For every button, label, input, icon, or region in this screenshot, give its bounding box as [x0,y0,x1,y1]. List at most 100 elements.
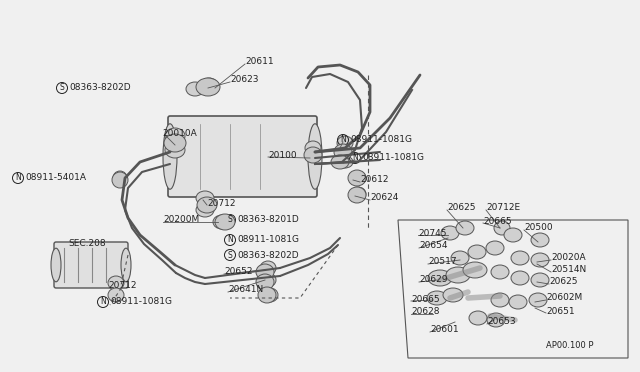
Ellipse shape [350,171,366,185]
Ellipse shape [350,187,366,201]
Ellipse shape [441,226,459,240]
Text: AP00.100 P: AP00.100 P [546,340,593,350]
Ellipse shape [121,248,131,282]
Text: 20712: 20712 [207,199,236,208]
Text: 20641N: 20641N [228,285,263,295]
Ellipse shape [463,262,487,278]
Ellipse shape [201,78,217,90]
Ellipse shape [428,270,452,286]
Ellipse shape [215,214,235,230]
Text: 20500: 20500 [524,224,552,232]
Text: 08363-8202D: 08363-8202D [237,250,299,260]
Ellipse shape [258,287,276,303]
Ellipse shape [531,253,549,267]
Ellipse shape [113,171,127,185]
Text: 20628: 20628 [411,308,440,317]
Ellipse shape [491,265,509,279]
Ellipse shape [262,288,278,302]
Text: 08911-5401A: 08911-5401A [25,173,86,183]
Text: 20625: 20625 [549,278,577,286]
Ellipse shape [51,248,61,282]
Text: 20665: 20665 [483,217,511,225]
Text: 20100: 20100 [268,151,296,160]
Ellipse shape [196,191,214,205]
Ellipse shape [108,288,124,302]
Ellipse shape [348,187,366,203]
Ellipse shape [468,245,486,259]
Text: 08363-8201D: 08363-8201D [237,215,299,224]
Text: 20010A: 20010A [162,128,196,138]
Ellipse shape [331,155,349,169]
Ellipse shape [511,251,529,265]
Ellipse shape [186,82,204,96]
Text: 08911-1081G: 08911-1081G [350,135,412,144]
Ellipse shape [196,78,220,96]
Text: 20665: 20665 [411,295,440,304]
Ellipse shape [446,267,470,283]
Text: N: N [352,154,358,163]
Text: S: S [228,250,232,260]
Text: 20745: 20745 [418,228,447,237]
Ellipse shape [531,273,549,287]
Ellipse shape [469,311,487,325]
Ellipse shape [256,264,274,280]
Text: 08911-1081G: 08911-1081G [110,298,172,307]
Ellipse shape [165,128,185,144]
Text: N: N [227,235,233,244]
Ellipse shape [163,124,177,189]
Ellipse shape [529,293,547,307]
Text: 20623: 20623 [230,76,259,84]
Text: S: S [60,83,65,93]
Ellipse shape [504,228,522,242]
Ellipse shape [304,147,322,163]
Ellipse shape [108,276,124,290]
Ellipse shape [443,288,463,302]
Text: 20652: 20652 [224,267,253,276]
Text: 20653: 20653 [487,317,516,327]
Text: S: S [228,215,232,224]
Ellipse shape [164,134,186,152]
Text: 08363-8202D: 08363-8202D [69,83,131,93]
Ellipse shape [256,274,274,290]
Text: 20629: 20629 [419,276,447,285]
Ellipse shape [334,144,352,160]
Text: 20020A: 20020A [551,253,586,263]
Text: N: N [100,298,106,307]
Text: 20712E: 20712E [486,203,520,212]
Text: N: N [340,135,346,144]
Text: 20612: 20612 [360,176,388,185]
FancyBboxPatch shape [168,116,317,197]
Text: 20200M: 20200M [163,215,199,224]
Text: 20514N: 20514N [551,266,586,275]
Ellipse shape [509,295,527,309]
Text: 20601: 20601 [430,326,459,334]
Ellipse shape [165,142,185,158]
Ellipse shape [305,141,321,155]
Text: 20651: 20651 [546,307,575,315]
Text: 20611: 20611 [245,58,274,67]
Ellipse shape [260,261,276,275]
Text: 20517: 20517 [428,257,456,266]
Ellipse shape [213,215,231,229]
Ellipse shape [451,251,469,265]
Ellipse shape [337,156,353,168]
Ellipse shape [337,136,353,150]
Ellipse shape [494,221,510,235]
Ellipse shape [308,124,322,189]
Text: 08911-1081G: 08911-1081G [237,235,299,244]
Ellipse shape [491,293,509,307]
Ellipse shape [260,273,276,287]
Ellipse shape [427,291,447,305]
Text: 08911-1081G: 08911-1081G [362,154,424,163]
Ellipse shape [197,197,217,213]
Text: N: N [15,173,21,183]
Text: 20654: 20654 [419,241,447,250]
Ellipse shape [487,313,505,327]
Ellipse shape [348,170,366,186]
Text: SEC.208: SEC.208 [68,238,106,247]
Text: 20625: 20625 [447,203,476,212]
Ellipse shape [456,221,474,235]
Ellipse shape [486,241,504,255]
Ellipse shape [112,172,128,188]
Ellipse shape [511,271,529,285]
